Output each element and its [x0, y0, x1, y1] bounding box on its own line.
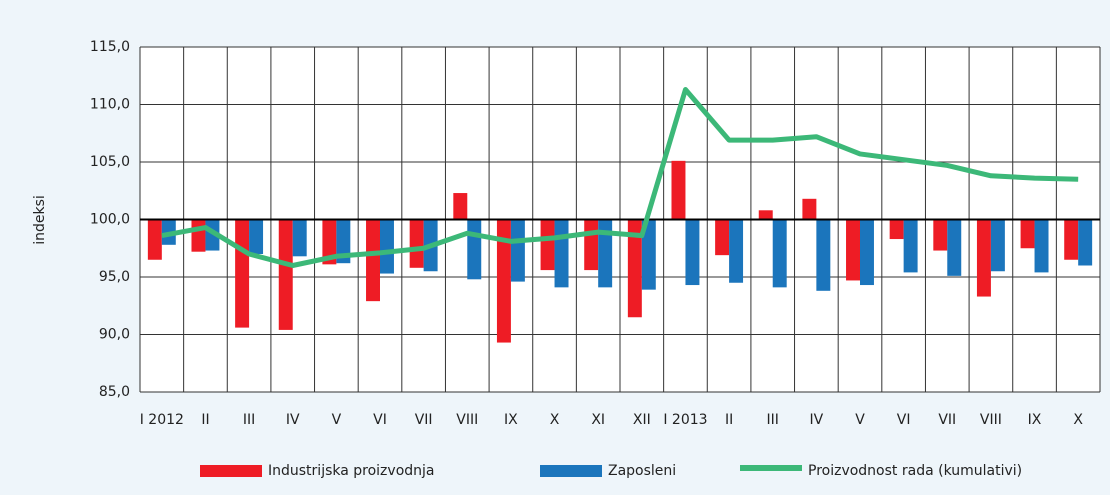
bar — [1078, 219, 1093, 266]
bar — [947, 219, 962, 276]
x-tick-label: III — [767, 412, 779, 428]
y-tick-label: 105,0 — [90, 154, 130, 170]
x-tick-label: IX — [1028, 412, 1042, 428]
y-tick-label: 115,0 — [90, 39, 130, 55]
x-tick-label: III — [243, 412, 255, 428]
bar — [292, 219, 307, 257]
legend-label: Industrijska proizvodnja — [268, 463, 434, 479]
x-tick-label: V — [332, 412, 342, 428]
bar — [1034, 219, 1049, 273]
x-tick-label: X — [1073, 412, 1083, 428]
bar — [540, 219, 555, 271]
legend-label: Proizvodnost rada (kumulativi) — [808, 463, 1022, 479]
x-tick-label: VII — [415, 412, 433, 428]
bar — [758, 210, 773, 220]
y-tick-label: 85,0 — [99, 384, 130, 400]
x-tick-label: VII — [938, 412, 956, 428]
bar — [641, 219, 656, 290]
bar — [467, 219, 482, 280]
bar — [336, 219, 351, 264]
x-tick-label: XII — [633, 412, 651, 428]
x-tick-label: VI — [897, 412, 911, 428]
bar — [1020, 219, 1035, 249]
bar — [322, 219, 337, 265]
bar — [802, 198, 817, 220]
y-axis-label: indeksi — [32, 195, 48, 245]
y-tick-label: 100,0 — [90, 212, 130, 228]
bar — [278, 219, 293, 330]
bar — [772, 219, 787, 288]
y-tick-label: 90,0 — [99, 327, 130, 343]
bar — [147, 219, 162, 260]
bar — [889, 219, 904, 240]
bar — [191, 219, 206, 252]
bar — [685, 219, 700, 286]
bar — [976, 219, 991, 297]
bar — [846, 219, 860, 281]
bar — [249, 219, 264, 254]
bar — [860, 219, 874, 286]
bar — [554, 219, 569, 288]
bar — [671, 160, 686, 220]
x-tick-label: X — [550, 412, 560, 428]
x-tick-label: II — [201, 412, 209, 428]
bar — [1064, 219, 1079, 260]
x-tick-label: IX — [504, 412, 518, 428]
x-tick-label: II — [725, 412, 733, 428]
legend-swatch — [200, 465, 262, 477]
x-tick-label: VIII — [980, 412, 1002, 428]
bar — [366, 219, 380, 302]
bar — [235, 219, 250, 328]
bar — [990, 219, 1005, 272]
legend-swatch — [540, 465, 602, 477]
x-tick-label: I 2012 — [140, 412, 184, 428]
bar — [903, 219, 918, 273]
y-tick-label: 95,0 — [99, 269, 130, 285]
bar — [409, 219, 424, 268]
x-tick-label: IV — [286, 412, 300, 428]
x-tick-label: V — [855, 412, 865, 428]
bar — [816, 219, 831, 291]
bar — [510, 219, 525, 282]
legend-swatch — [740, 465, 802, 471]
bar — [496, 219, 511, 343]
legend-label: Zaposleni — [608, 463, 676, 479]
bar — [584, 219, 599, 271]
x-tick-label: VI — [373, 412, 387, 428]
line — [161, 87, 1079, 268]
x-tick-label: I 2013 — [663, 412, 707, 428]
bar — [598, 219, 613, 288]
x-tick-label: XI — [591, 412, 605, 428]
bar — [453, 193, 468, 220]
bar — [933, 219, 948, 251]
bar — [380, 219, 394, 274]
y-tick-label: 110,0 — [90, 97, 130, 113]
x-tick-label: IV — [810, 412, 824, 428]
bar — [715, 219, 730, 256]
bar — [627, 219, 642, 318]
x-tick-label: VIII — [456, 412, 478, 428]
bar — [729, 219, 744, 283]
